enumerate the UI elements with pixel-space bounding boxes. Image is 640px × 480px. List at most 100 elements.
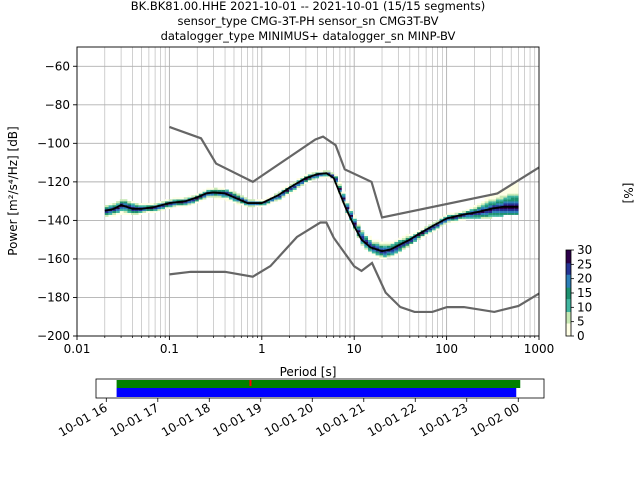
psd-cell bbox=[360, 243, 365, 246]
psd-cell bbox=[292, 181, 297, 185]
colorbar-segment bbox=[566, 311, 571, 314]
psd-cell bbox=[337, 185, 342, 188]
psd-cell bbox=[142, 203, 147, 206]
psd-cell bbox=[187, 197, 192, 200]
psd-cell bbox=[394, 251, 399, 254]
psd-cell bbox=[507, 210, 511, 213]
psd-cell bbox=[477, 212, 481, 215]
psd-cell bbox=[375, 255, 380, 258]
psd-cell bbox=[326, 170, 331, 173]
psd-cell bbox=[311, 178, 316, 181]
psd-cell bbox=[477, 206, 481, 210]
psd-cell bbox=[507, 195, 511, 198]
colorbar-segment bbox=[566, 264, 571, 267]
psd-cell bbox=[315, 176, 320, 179]
psd-cell bbox=[146, 203, 150, 206]
psd-cell bbox=[495, 197, 500, 200]
psd-cell bbox=[469, 208, 474, 212]
psd-cell bbox=[495, 195, 500, 198]
psd-cell bbox=[510, 197, 515, 200]
psd-cell bbox=[383, 241, 387, 244]
psd-cell bbox=[349, 210, 354, 213]
psd-cell bbox=[405, 233, 410, 237]
psd-cell bbox=[514, 185, 519, 188]
psd-cell bbox=[507, 201, 511, 204]
psd-cell bbox=[386, 247, 391, 250]
psd-cell bbox=[259, 204, 263, 208]
psd-cell bbox=[112, 212, 117, 215]
psd-cell bbox=[240, 195, 244, 198]
colorbar-segment bbox=[566, 303, 571, 305]
psd-cell bbox=[364, 233, 369, 237]
psd-cell bbox=[225, 195, 229, 198]
colorbar-segment bbox=[566, 275, 571, 278]
psd-cell bbox=[285, 189, 290, 192]
psd-cell bbox=[492, 201, 496, 204]
colorbar-segment bbox=[566, 295, 571, 298]
colorbar-tick-label: 0 bbox=[577, 329, 585, 343]
psd-cell bbox=[503, 191, 508, 194]
psd-cell bbox=[424, 231, 429, 235]
psd-cell bbox=[206, 193, 211, 196]
psd-cell bbox=[514, 208, 519, 212]
psd-cell bbox=[386, 243, 391, 246]
psd-cell bbox=[514, 187, 519, 190]
psd-cell bbox=[153, 210, 158, 213]
psd-cell bbox=[289, 191, 293, 194]
y-tick-label: −100 bbox=[37, 136, 70, 150]
psd-cell bbox=[454, 220, 459, 223]
psd-cell bbox=[514, 191, 519, 194]
psd-cell bbox=[450, 212, 455, 215]
psd-cell bbox=[473, 216, 478, 219]
psd-cell bbox=[292, 187, 297, 190]
colorbar-segment bbox=[566, 291, 571, 294]
psd-cell bbox=[210, 193, 214, 196]
colorbar-segment bbox=[566, 300, 571, 302]
psd-cell bbox=[469, 210, 474, 213]
psd-cell bbox=[480, 216, 485, 219]
psd-cell bbox=[236, 199, 241, 202]
psd-cell bbox=[473, 208, 478, 212]
psd-cell bbox=[206, 189, 211, 192]
psd-cell bbox=[484, 206, 489, 210]
psd-cell bbox=[409, 233, 414, 237]
psd-cell bbox=[379, 243, 384, 246]
psd-cell bbox=[462, 210, 466, 213]
colorbar-tick-label: 10 bbox=[577, 300, 592, 314]
psd-cell bbox=[319, 174, 323, 177]
psd-cell bbox=[138, 208, 143, 212]
psd-cell bbox=[514, 193, 519, 196]
psd-cell bbox=[259, 199, 263, 202]
psd-cell bbox=[499, 199, 504, 202]
psd-cell bbox=[116, 203, 120, 206]
psd-cell bbox=[383, 257, 387, 260]
psd-cell bbox=[270, 201, 275, 204]
colorbar-segment bbox=[566, 290, 571, 292]
psd-cell bbox=[499, 214, 504, 217]
psd-cell bbox=[507, 203, 511, 206]
psd-cell bbox=[356, 222, 361, 225]
psd-cell bbox=[488, 210, 493, 213]
y-tick-label: −200 bbox=[37, 329, 70, 343]
psd-cell bbox=[503, 206, 508, 210]
psd-cell bbox=[469, 214, 474, 217]
psd-cell bbox=[198, 197, 203, 200]
plot-frame bbox=[76, 46, 540, 337]
psd-cell bbox=[307, 174, 312, 177]
psd-cell bbox=[138, 210, 143, 213]
psd-cell bbox=[349, 214, 354, 217]
colorbar-segment bbox=[566, 317, 571, 320]
psd-cell bbox=[300, 183, 305, 187]
psd-cell bbox=[270, 195, 275, 198]
y-tick-label: −80 bbox=[45, 98, 70, 112]
psd-cell bbox=[112, 208, 117, 212]
colorbar-segment bbox=[566, 304, 571, 307]
psd-cell bbox=[495, 210, 500, 213]
psd-cell bbox=[172, 197, 177, 200]
psd-cell bbox=[435, 220, 440, 223]
colorbar-segment bbox=[566, 285, 571, 288]
psd-cell bbox=[368, 239, 372, 242]
psd-cell bbox=[285, 191, 290, 194]
psd-cell bbox=[401, 235, 406, 239]
psd-cell bbox=[439, 224, 444, 227]
